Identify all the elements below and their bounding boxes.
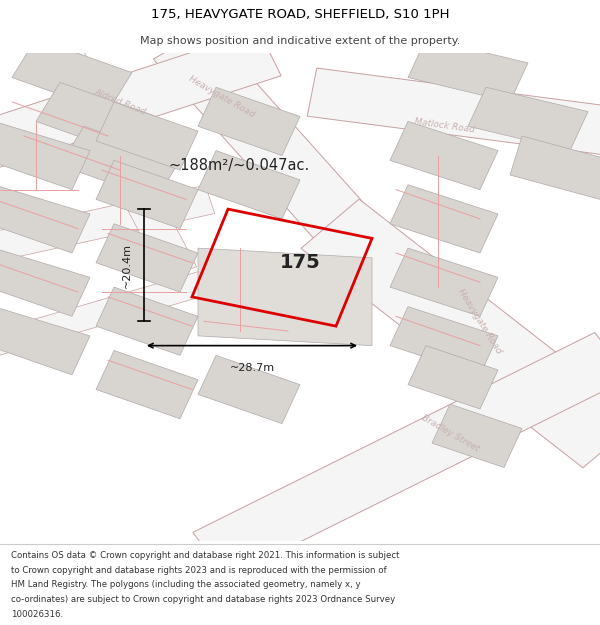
- Text: 175, HEAVYGATE ROAD, SHEFFIELD, S10 1PH: 175, HEAVYGATE ROAD, SHEFFIELD, S10 1PH: [151, 8, 449, 21]
- Polygon shape: [198, 248, 372, 346]
- Polygon shape: [43, 38, 197, 278]
- Polygon shape: [36, 82, 156, 156]
- Polygon shape: [0, 121, 90, 189]
- Polygon shape: [96, 287, 198, 356]
- Polygon shape: [408, 39, 528, 102]
- Text: ~188m²/~0.047ac.: ~188m²/~0.047ac.: [168, 158, 309, 172]
- Polygon shape: [408, 346, 498, 409]
- Text: to Crown copyright and database rights 2023 and is reproduced with the permissio: to Crown copyright and database rights 2…: [11, 566, 386, 574]
- Polygon shape: [60, 126, 180, 199]
- Text: ~28.7m: ~28.7m: [229, 362, 275, 372]
- Polygon shape: [0, 185, 90, 253]
- Polygon shape: [96, 224, 198, 292]
- Polygon shape: [301, 199, 600, 468]
- Text: Matlock Road: Matlock Road: [413, 118, 475, 135]
- Text: co-ordinates) are subject to Crown copyright and database rights 2023 Ordnance S: co-ordinates) are subject to Crown copyr…: [11, 595, 395, 604]
- Text: Bradley Street: Bradley Street: [419, 413, 481, 454]
- Text: HM Land Registry. The polygons (including the associated geometry, namely x, y: HM Land Registry. The polygons (includin…: [11, 580, 361, 589]
- Polygon shape: [198, 88, 300, 156]
- Polygon shape: [432, 404, 522, 468]
- Polygon shape: [96, 161, 198, 229]
- Text: ~20.4m: ~20.4m: [122, 242, 132, 288]
- Polygon shape: [96, 351, 198, 419]
- Polygon shape: [0, 307, 90, 375]
- Polygon shape: [12, 39, 132, 112]
- Polygon shape: [0, 261, 245, 357]
- Text: Aldred Road: Aldred Road: [93, 88, 147, 116]
- Polygon shape: [390, 248, 498, 316]
- Text: Map shows position and indicative extent of the property.: Map shows position and indicative extent…: [140, 36, 460, 46]
- Polygon shape: [390, 307, 498, 375]
- Polygon shape: [510, 136, 600, 199]
- Text: 100026316.: 100026316.: [11, 610, 63, 619]
- Polygon shape: [154, 28, 398, 274]
- Text: 175: 175: [280, 253, 320, 272]
- Polygon shape: [96, 102, 198, 170]
- Polygon shape: [198, 356, 300, 424]
- Polygon shape: [390, 185, 498, 253]
- Text: Heavygate Road: Heavygate Road: [187, 74, 257, 119]
- Polygon shape: [193, 332, 600, 578]
- Polygon shape: [198, 151, 300, 219]
- Polygon shape: [307, 68, 600, 155]
- Polygon shape: [0, 185, 215, 262]
- Polygon shape: [390, 121, 498, 189]
- Polygon shape: [0, 248, 90, 316]
- Text: Heavygate Road: Heavygate Road: [457, 288, 503, 355]
- Polygon shape: [468, 88, 588, 151]
- Text: Contains OS data © Crown copyright and database right 2021. This information is : Contains OS data © Crown copyright and d…: [11, 551, 400, 560]
- Polygon shape: [0, 31, 281, 173]
